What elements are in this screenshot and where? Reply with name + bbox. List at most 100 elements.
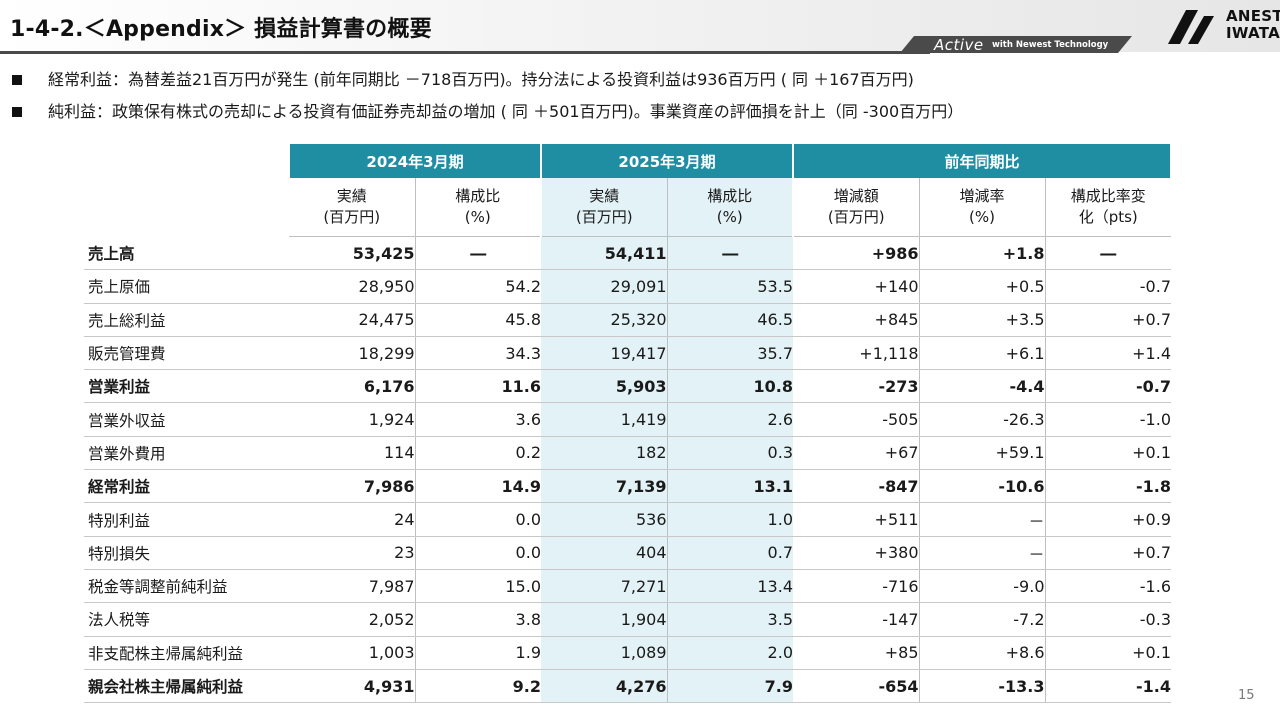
group-header-fy2024: 2024年3月期 xyxy=(289,144,542,178)
row-label: 経常利益 xyxy=(84,469,289,504)
table-cell: -1.8 xyxy=(1045,469,1171,504)
table-cell: 53,425 xyxy=(289,236,416,271)
table-cell: +845 xyxy=(793,303,920,337)
table-cell: -147 xyxy=(793,602,920,637)
table-cell: -10.6 xyxy=(919,469,1046,504)
table-cell: 1,003 xyxy=(289,636,416,670)
square-bullet-icon xyxy=(12,75,22,85)
table-cell: 35.7 xyxy=(667,336,793,371)
table-cell: 46.5 xyxy=(667,303,793,337)
group-header-yoy: 前年同期比 xyxy=(793,144,1172,178)
table-cell: 5,903 xyxy=(541,369,668,404)
table-row: 法人税等 2,052 3.8 1,904 3.5 -147 -7.2 -0.3 xyxy=(84,602,1171,637)
table-cell: +0.9 xyxy=(1045,502,1171,537)
tagline-band: Active with Newest Technology xyxy=(900,36,1132,54)
table-cell: 24,475 xyxy=(289,303,416,337)
table-cell: 7,139 xyxy=(541,469,668,504)
table-row: 営業外収益 1,924 3.6 1,419 2.6 -505 -26.3 -1.0 xyxy=(84,402,1171,437)
table-cell: 54,411 xyxy=(541,236,668,271)
table-cell: 7,987 xyxy=(289,569,416,604)
table-cell: 13.1 xyxy=(667,469,793,504)
table-cell: 404 xyxy=(541,536,668,570)
table-cell: +85 xyxy=(793,636,920,670)
row-label: 営業外収益 xyxy=(84,402,289,437)
row-label: 売上原価 xyxy=(84,269,289,304)
table-row: 特別損失 23 0.0 404 0.7 +380 － +0.7 xyxy=(84,536,1171,570)
table-cell: -4.4 xyxy=(919,369,1046,404)
table-cell: 7,271 xyxy=(541,569,668,604)
table-cell: 18,299 xyxy=(289,336,416,371)
table-cell: 24 xyxy=(289,502,416,537)
row-label: 税金等調整前純利益 xyxy=(84,569,289,604)
logo-line1: ANEST xyxy=(1226,7,1280,25)
table-cell: 3.5 xyxy=(667,602,793,637)
table-cell: 54.2 xyxy=(415,269,541,304)
page-number: 15 xyxy=(1238,688,1255,703)
table-cell: ― xyxy=(1045,236,1171,271)
table-cell: 0.0 xyxy=(415,502,541,537)
table-cell: 1,924 xyxy=(289,402,416,437)
table-cell: 15.0 xyxy=(415,569,541,604)
row-label: 非支配株主帰属純利益 xyxy=(84,636,289,670)
table-row: 売上総利益 24,475 45.8 25,320 46.5 +845 +3.5 +0.7 xyxy=(84,303,1171,337)
table-row: 親会社株主帰属純利益 4,931 9.2 4,276 7.9 -654 -13.3 -1.4 xyxy=(84,669,1171,704)
table-cell: 7,986 xyxy=(289,469,416,504)
table-cell: 1,419 xyxy=(541,402,668,437)
row-label: 売上総利益 xyxy=(84,303,289,337)
table-cell: 2.6 xyxy=(667,402,793,437)
square-bullet-icon xyxy=(12,107,22,117)
header-bar: 1-4-2.＜Appendix＞ 損益計算書の概要 Active with Ne… xyxy=(0,0,1280,54)
logo-mark-icon xyxy=(1168,10,1214,44)
company-logo: ANEST IWATA xyxy=(1168,7,1280,44)
table-cell: +59.1 xyxy=(919,436,1046,471)
logo-line2: IWATA xyxy=(1226,24,1280,42)
table-cell: -0.7 xyxy=(1045,369,1171,404)
table-row: 販売管理費 18,299 34.3 19,417 35.7 +1,118 +6.1 +1.4 xyxy=(84,336,1171,371)
table-row: 税金等調整前純利益 7,987 15.0 7,271 13.4 -716 -9.0 -1.6 xyxy=(84,569,1171,604)
table-cell: 53.5 xyxy=(667,269,793,304)
table-cell: -0.7 xyxy=(1045,269,1171,304)
table-cell: +380 xyxy=(793,536,920,570)
table-cell: -26.3 xyxy=(919,402,1046,437)
table-cell: -0.3 xyxy=(1045,602,1171,637)
table-cell: － xyxy=(919,536,1046,570)
subheader-change-rate: 増減率 (%) xyxy=(919,178,1046,237)
table-cell: 3.8 xyxy=(415,602,541,637)
table-row: 営業外費用 114 0.2 182 0.3 +67 +59.1 +0.1 xyxy=(84,436,1171,471)
table-cell: 182 xyxy=(541,436,668,471)
table-cell: 14.9 xyxy=(415,469,541,504)
table-cell: +6.1 xyxy=(919,336,1046,371)
table-cell: +0.7 xyxy=(1045,303,1171,337)
table-cell: 2,052 xyxy=(289,602,416,637)
table-cell: +1,118 xyxy=(793,336,920,371)
row-label: 特別利益 xyxy=(84,502,289,537)
table-cell: +140 xyxy=(793,269,920,304)
table-cell: 1.9 xyxy=(415,636,541,670)
table-cell: +1.8 xyxy=(919,236,1046,271)
table-cell: ― xyxy=(667,236,793,271)
table-cell: +986 xyxy=(793,236,920,271)
table-row: 特別利益 24 0.0 536 1.0 +511 － +0.9 xyxy=(84,502,1171,537)
row-label: 営業利益 xyxy=(84,369,289,404)
table-cell: 10.8 xyxy=(667,369,793,404)
table-cell: 28,950 xyxy=(289,269,416,304)
table-cell: 0.2 xyxy=(415,436,541,471)
table-row: 営業利益 6,176 11.6 5,903 10.8 -273 -4.4 -0.7 xyxy=(84,369,1171,404)
table-cell: -1.6 xyxy=(1045,569,1171,604)
group-header-fy2025: 2025年3月期 xyxy=(541,144,794,178)
subheader-result-2025: 実績 (百万円) xyxy=(541,178,668,237)
table-cell: -654 xyxy=(793,669,920,704)
table-cell: +0.5 xyxy=(919,269,1046,304)
row-label: 特別損失 xyxy=(84,536,289,570)
table-cell: 7.9 xyxy=(667,669,793,704)
table-cell: 13.4 xyxy=(667,569,793,604)
table-cell: 114 xyxy=(289,436,416,471)
table-cell: -13.3 xyxy=(919,669,1046,704)
table-row: 売上高 53,425 ― 54,411 ― +986 +1.8 ― xyxy=(84,236,1171,271)
table-cell: +8.6 xyxy=(919,636,1046,670)
table-cell: -1.0 xyxy=(1045,402,1171,437)
table-cell: 19,417 xyxy=(541,336,668,371)
header-underline xyxy=(0,51,930,54)
table-cell: － xyxy=(919,502,1046,537)
subheader-ratio-change: 構成比率変 化（pts) xyxy=(1045,178,1171,237)
